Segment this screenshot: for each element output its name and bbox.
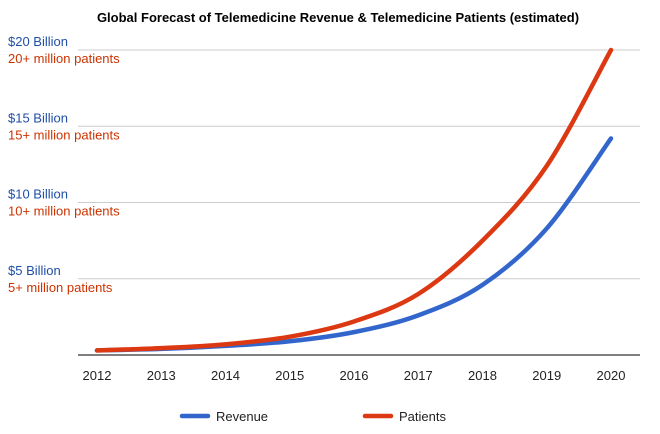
x-tick-label: 2018 (468, 368, 497, 383)
x-tick-label: 2014 (211, 368, 240, 383)
y-tick-label-revenue: $10 Billion (8, 187, 68, 202)
y-tick-label-patients: 20+ million patients (8, 51, 120, 66)
y-tick-label-revenue: $15 Billion (8, 110, 68, 125)
x-tick-label: 2017 (404, 368, 433, 383)
y-tick-label-revenue: $5 Billion (8, 263, 61, 278)
x-axis-labels: 2012 2013 2014 2015 2016 2017 2018 2019 2020 (83, 368, 626, 383)
y-tick-label-patients: 5+ million patients (8, 280, 113, 295)
x-tick-label: 2015 (275, 368, 304, 383)
y-axis-labels: $5 Billion 5+ million patients $10 Billion… (8, 34, 120, 295)
series-lines (94, 47, 614, 353)
y-tick-label-patients: 10+ million patients (8, 204, 120, 219)
legend-item-revenue[interactable]: Revenue (179, 409, 268, 424)
chart-title: Global Forecast of Telemedicine Revenue … (97, 10, 579, 25)
legend-label: Revenue (216, 409, 268, 424)
y-tick-label-revenue: $20 Billion (8, 34, 68, 49)
legend: Revenue Patients (179, 409, 446, 424)
x-tick-label: 2013 (147, 368, 176, 383)
series-line-patients (94, 47, 614, 353)
legend-label: Patients (399, 409, 446, 424)
x-tick-label: 2019 (532, 368, 561, 383)
grid-lines (78, 49, 640, 356)
x-tick-label: 2012 (83, 368, 112, 383)
series-line-revenue (94, 136, 614, 353)
x-tick-label: 2016 (340, 368, 369, 383)
y-tick-label-patients: 15+ million patients (8, 127, 120, 142)
x-tick-label: 2020 (597, 368, 626, 383)
legend-item-patients[interactable]: Patients (362, 409, 446, 424)
